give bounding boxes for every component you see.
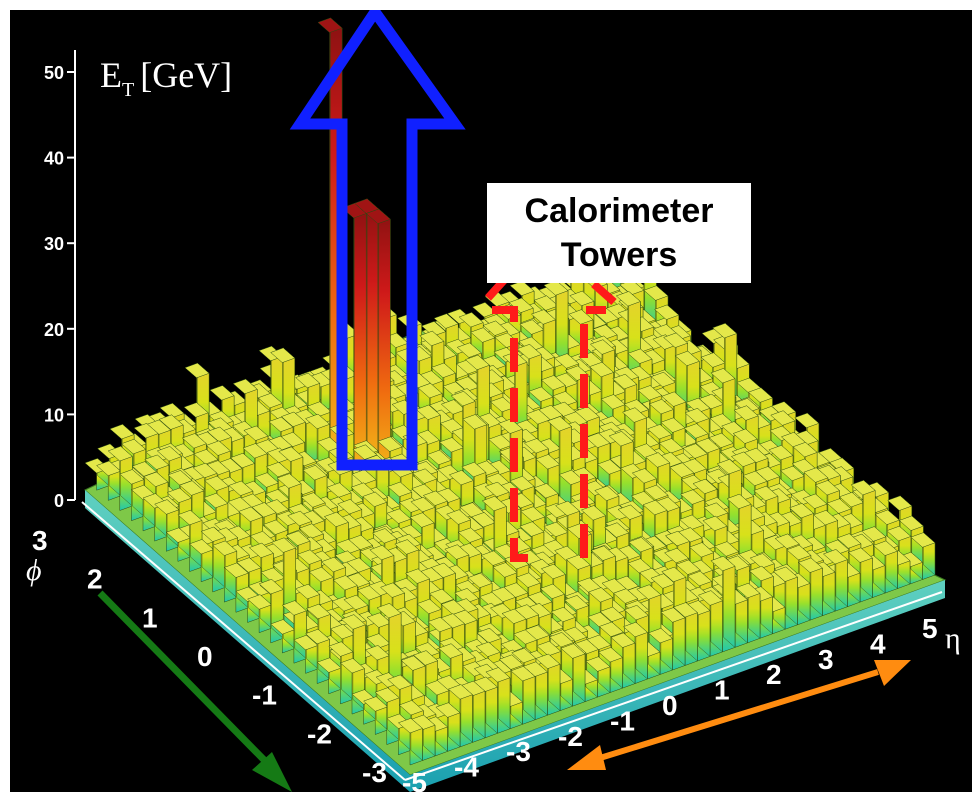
z-axis-title: ET [GeV] <box>100 55 232 101</box>
tower-top-face <box>612 373 638 390</box>
eta-tick-label: 2 <box>766 659 782 690</box>
callout-line-1: Calorimeter <box>524 192 714 230</box>
tower-top-face <box>464 354 490 371</box>
z-tick-label: 20 <box>44 320 64 340</box>
eta-tick-label: -2 <box>558 721 583 752</box>
phi-tick-label: -3 <box>362 757 387 788</box>
callout-box: Calorimeter Towers <box>487 183 751 283</box>
tower-top-face <box>615 291 641 307</box>
tower-top-face <box>650 371 676 388</box>
tower-top-face <box>158 414 184 430</box>
phi-tick-label: 2 <box>87 564 103 595</box>
tower-top-face <box>710 368 736 384</box>
tower-top-face <box>674 350 700 367</box>
phi-tick-label: 0 <box>197 641 213 672</box>
tower-top-face <box>569 290 595 307</box>
tower-top-face <box>270 347 296 363</box>
tower-top-face <box>552 391 578 407</box>
phi-tick-label: 3 <box>32 525 48 556</box>
tower-top-face <box>417 383 443 399</box>
tower-top-face <box>458 312 484 328</box>
z-tick-label: 40 <box>44 149 64 169</box>
tower-top-face <box>648 399 674 415</box>
grid-base-edge-right <box>410 580 945 792</box>
z-axis-ticks: 50 40 30 20 10 0 <box>44 63 75 511</box>
tower-top-face <box>794 412 820 429</box>
tower-top-face <box>183 402 209 418</box>
tower-top-face <box>456 342 482 358</box>
tower-top-face <box>589 361 615 378</box>
tower-top-face <box>643 285 669 301</box>
eta-axis-ticks: -5 -4 -3 -2 -1 0 1 2 3 4 5 <box>402 613 938 792</box>
tower-top-face <box>733 405 759 421</box>
tower-top-face <box>589 339 615 355</box>
eta-tick-label: -4 <box>454 752 479 783</box>
tower-top-face <box>232 378 258 395</box>
eta-axis-title: η <box>945 622 961 655</box>
tower-top-face <box>554 353 580 369</box>
tower-top-face <box>530 309 556 325</box>
phi-tick-label: -1 <box>252 680 277 711</box>
tower-side-face <box>354 202 367 480</box>
tower-top-face <box>470 327 496 343</box>
tower-top-face <box>280 411 306 427</box>
tower-top-face <box>684 408 710 424</box>
tower-top-face <box>540 375 566 391</box>
tower-top-face <box>574 406 600 422</box>
z-tick-label: 10 <box>44 405 64 425</box>
eta-tick-label: 5 <box>922 613 938 644</box>
peak-tower <box>354 198 380 480</box>
tower-top-face <box>685 397 711 414</box>
plot-area: 50 40 30 20 10 0 3 2 1 0 -1 -2 -3 -5 -4 -3 -2 -1 0 1 2 3 4 5 … <box>10 10 972 792</box>
tower-top-face <box>516 344 542 360</box>
phi-axis-ticks: 3 2 1 0 -1 -2 -3 <box>32 525 387 788</box>
tower-top-face <box>209 385 235 401</box>
phi-axis-title: ϕ <box>26 554 42 587</box>
tower-top-face <box>433 313 459 329</box>
tower-top-face <box>528 386 554 402</box>
tower-top-face <box>627 348 653 364</box>
eta-tick-label: -3 <box>506 736 531 767</box>
tower-top-face <box>637 385 663 401</box>
callout-line-2: Towers <box>560 236 678 274</box>
tower-top-face <box>712 323 738 339</box>
tower-top-face <box>415 404 441 420</box>
tower-top-face <box>159 402 185 419</box>
z-tick-label: 30 <box>44 234 64 254</box>
eta-tick-label: -1 <box>610 705 635 736</box>
phi-tick-label: -2 <box>307 718 332 749</box>
tower-top-face <box>592 324 618 340</box>
tower-top-face <box>184 362 210 379</box>
eta-tick-label: 3 <box>818 644 834 675</box>
phi-axis-line <box>81 501 406 781</box>
tower-side-face <box>366 198 379 475</box>
grid-base-edge-left <box>85 490 410 792</box>
tower-top-face <box>770 410 796 426</box>
tower-top-face <box>654 304 680 320</box>
phi-tick-label: 1 <box>142 602 158 633</box>
tower-top-face <box>419 330 445 347</box>
tower-top-face <box>525 409 551 425</box>
tower-top-face <box>430 362 456 378</box>
tower-top-face <box>661 391 687 407</box>
z-tick-label: 50 <box>44 63 64 83</box>
tower-top-face <box>482 320 508 336</box>
eta-tick-label: -5 <box>402 767 427 792</box>
z-tick-label: 0 <box>54 491 64 511</box>
tower-top-face <box>257 393 283 409</box>
tower-top-face <box>747 387 773 403</box>
eta-axis-line <box>404 591 943 781</box>
tower-top-face <box>317 17 343 33</box>
eta-tick-label: 1 <box>714 675 730 706</box>
tower-top-face <box>568 309 594 325</box>
eta-tick-label: 0 <box>662 690 678 721</box>
eta-tick-label: 4 <box>870 628 886 659</box>
tower-top-face <box>663 332 689 348</box>
tower-top-face <box>295 372 321 389</box>
